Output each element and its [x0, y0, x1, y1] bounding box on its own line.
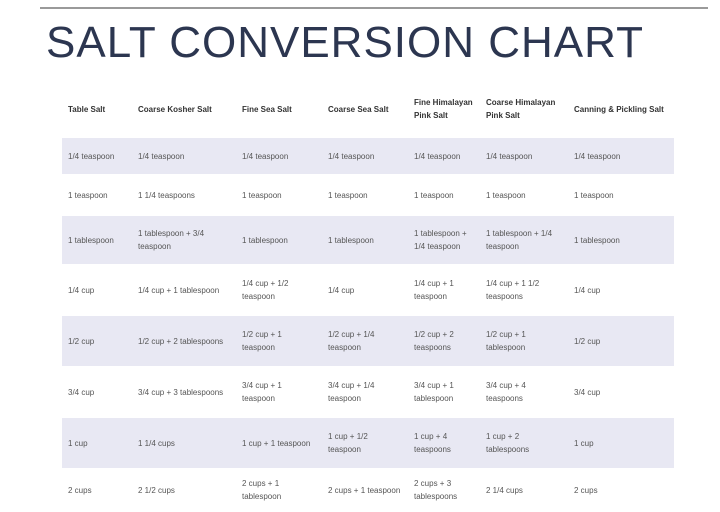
title: SALT CONVERSION CHART	[46, 18, 645, 67]
column-header: Fine Himalayan Pink Salt	[414, 98, 473, 120]
table-cell: 1 tablespoon + 1/4 teaspoon	[480, 216, 568, 264]
table-cell: 1 1/4 cups	[132, 418, 236, 468]
table-cell: 1/4 teaspoon	[132, 138, 236, 174]
table-cell: 1 teaspoon	[414, 190, 454, 200]
column-header: Coarse Sea Salt	[328, 104, 389, 114]
table-cell: 1/4 cup	[328, 285, 355, 295]
column-header: Fine Sea Salt	[242, 104, 292, 114]
table-row: 1/4 cup 1/4 cup + 1 tablespoon 1/4 cup + 1…	[62, 264, 674, 316]
table-cell: 2 cups	[68, 485, 92, 495]
table-cell: 1 cup + 4 teaspoons	[408, 418, 480, 468]
table-cell: 1/4 teaspoon	[236, 138, 322, 174]
table-cell: 1/2 cup	[568, 316, 674, 366]
table-cell: 1/4 cup + 1/2 teaspoon	[242, 279, 289, 301]
rule	[40, 7, 708, 9]
table-cell: 1 cup + 1 teaspoon	[236, 418, 322, 468]
table-cell: 1 cup + 1/2 teaspoon	[322, 418, 408, 468]
table-cell: 1 tablespoon	[322, 216, 408, 264]
table-cell: 1 teaspoon	[574, 190, 614, 200]
table-cell: 1/4 cup	[68, 285, 95, 295]
table-cell: 1/4 cup + 1 teaspoon	[414, 279, 454, 301]
table-cell: 3/4 cup + 1/4 teaspoon	[328, 381, 375, 403]
table-cell: 1 teaspoon	[68, 190, 108, 200]
table-cell: 1 teaspoon	[486, 190, 526, 200]
table-cell: 1 teaspoon	[328, 190, 368, 200]
table-cell: 1/4 teaspoon	[62, 138, 132, 174]
table-cell: 1 tablespoon	[62, 216, 132, 264]
table-cell: 1 cup	[568, 418, 674, 468]
table-cell: 2 1/2 cups	[138, 485, 175, 495]
table-cell: 1/2 cup + 1 teaspoon	[236, 316, 322, 366]
table-cell: 1 tablespoon + 3/4 teaspoon	[132, 216, 236, 264]
table-cell: 1/4 cup + 1 1/2 teaspoons	[486, 279, 540, 301]
table-row: 1/4 teaspoon 1/4 teaspoon 1/4 teaspoon 1/4 …	[62, 138, 674, 174]
table-cell: 1/2 cup + 2 tablespoons	[132, 316, 236, 366]
table-row: 1 tablespoon 1 tablespoon + 3/4 teaspoon 1…	[62, 216, 674, 264]
table-cell: 1 tablespoon	[568, 216, 674, 264]
header-row: Table Salt Coarse Kosher Salt Fine Sea Sal…	[62, 80, 674, 138]
column-header: Coarse Kosher Salt	[138, 104, 212, 114]
table-cell: 1/4 teaspoon	[322, 138, 408, 174]
table-cell: 1/4 teaspoon	[568, 138, 674, 174]
table-cell: 3/4 cup + 1 teaspoon	[242, 381, 282, 403]
table-cell: 3/4 cup	[574, 387, 601, 397]
table-row: 1 teaspoon 1 1/4 teaspoons 1 teaspoon 1 tea…	[62, 174, 674, 216]
table-cell: 2 cups + 1 teaspoon	[328, 485, 401, 495]
table-row: 1/2 cup 1/2 cup + 2 tablespoons 1/2 cup + …	[62, 316, 674, 366]
conversion-table: Table Salt Coarse Kosher Salt Fine Sea Sal…	[62, 80, 674, 512]
table-cell: 1/2 cup + 1/4 teaspoon	[322, 316, 408, 366]
table-cell: 1 tablespoon + 1/4 teaspoon	[408, 216, 480, 264]
table-cell: 3/4 cup + 1 tablespoon	[414, 381, 454, 403]
table-cell: 3/4 cup + 4 teaspoons	[486, 381, 526, 403]
column-header: Coarse Himalayan Pink Salt	[486, 98, 556, 120]
table-cell: 1 cup	[62, 418, 132, 468]
table-cell: 1/2 cup + 2 teaspoons	[408, 316, 480, 366]
table-cell: 2 1/4 cups	[486, 485, 523, 495]
table-cell: 2 cups	[574, 485, 598, 495]
table-cell: 1 1/4 teaspoons	[138, 190, 195, 200]
table-cell: 1/4 cup + 1 tablespoon	[138, 285, 220, 295]
table-cell: 1/2 cup + 1 tablespoon	[480, 316, 568, 366]
column-header: Canning & Pickling Salt	[574, 104, 664, 114]
table-cell: 2 cups + 3 tablespoons	[414, 479, 458, 501]
table-cell: 1/4 cup	[574, 285, 601, 295]
table-cell: 1/4 teaspoon	[480, 138, 568, 174]
table-cell: 3/4 cup + 3 tablespoons	[138, 387, 224, 397]
table-cell: 1 tablespoon	[236, 216, 322, 264]
table-row: 2 cups 2 1/2 cups 2 cups + 1 tablespoon 2 c…	[62, 468, 674, 512]
column-header: Table Salt	[68, 104, 106, 114]
table-cell: 1 cup + 2 tablespoons	[480, 418, 568, 468]
table-cell: 1/2 cup	[62, 316, 132, 366]
table-cell: 1 teaspoon	[242, 190, 282, 200]
table-row: 1 cup 1 1/4 cups 1 cup + 1 teaspoon 1 cup +…	[62, 418, 674, 468]
table-row: 3/4 cup 3/4 cup + 3 tablespoons 3/4 cup + …	[62, 366, 674, 418]
table-cell: 3/4 cup	[68, 387, 95, 397]
table-cell: 2 cups + 1 tablespoon	[242, 479, 282, 501]
table-cell: 1/4 teaspoon	[408, 138, 480, 174]
